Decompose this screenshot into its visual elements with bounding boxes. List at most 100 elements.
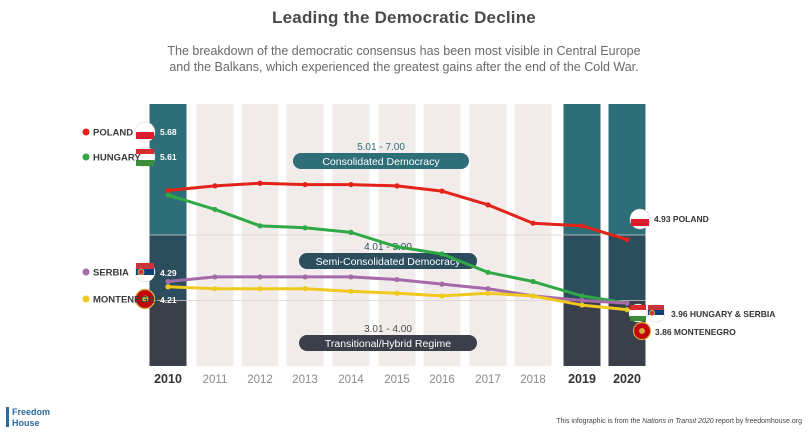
footer-prefix: This infographic is from the	[556, 418, 643, 425]
chart-title: Leading the Democratic Decline	[272, 8, 536, 27]
data-point-poland	[394, 183, 400, 189]
data-point-serbia	[624, 300, 630, 306]
serbia-flag-stripe	[136, 263, 154, 269]
data-point-poland	[165, 187, 171, 194]
data-point-serbia	[302, 274, 308, 280]
column-2019-band-1	[563, 104, 601, 235]
serbia-end-flag-stripe	[648, 310, 664, 315]
x-tick-label: 2012	[247, 374, 273, 386]
logo-bar	[6, 407, 9, 427]
data-point-poland	[212, 183, 218, 189]
poland-flag-stripe	[136, 132, 154, 139]
data-point-serbia	[348, 274, 354, 280]
band-range-label: 4.01 - 5.00	[364, 242, 412, 253]
data-point-serbia	[257, 274, 263, 280]
x-tick-label: 2016	[429, 374, 455, 386]
end-value-label-montenegro: 3.86 MONTENEGRO	[655, 327, 736, 337]
x-tick-label: 2017	[475, 374, 501, 386]
data-point-serbia	[485, 286, 491, 292]
x-tick-label: 2015	[384, 374, 410, 386]
serbia-flag-stripe	[136, 269, 154, 275]
data-point-montenegro	[212, 286, 218, 292]
band-range-label: 3.01 - 4.00	[364, 324, 412, 335]
x-tick-label: 2019	[568, 372, 596, 386]
legend-swatch-serbia	[82, 268, 90, 276]
data-point-hungary	[439, 251, 445, 257]
data-point-serbia	[579, 297, 585, 304]
data-point-montenegro	[530, 293, 536, 299]
data-point-montenegro	[624, 307, 630, 313]
data-point-poland	[257, 180, 263, 186]
freedom-house-logo: Freedom House	[6, 404, 50, 435]
band-range-label: 5.01 - 7.00	[357, 142, 405, 153]
data-point-montenegro	[579, 302, 585, 308]
data-point-montenegro	[439, 293, 445, 299]
x-tick-label: 2010	[154, 372, 182, 386]
logo-text-line-2: House	[12, 418, 40, 428]
data-point-hungary	[165, 192, 171, 198]
data-point-montenegro	[165, 284, 171, 290]
start-value-poland: 5.68	[160, 127, 177, 137]
column-2019-band-2	[563, 235, 601, 301]
footer-report-name: Nations in Transit 2020	[642, 418, 714, 425]
data-point-poland	[348, 181, 354, 188]
column-2020-band-2	[608, 235, 646, 301]
data-point-poland	[439, 188, 445, 194]
start-value-montenegro: 4.21	[160, 295, 177, 305]
data-point-hungary	[530, 278, 536, 285]
band-label-pill	[299, 253, 477, 269]
column-2010-band-1	[149, 104, 187, 235]
data-point-hungary	[394, 244, 400, 250]
poland-end-flag-stripe	[631, 219, 649, 226]
serbia-end-flag-emblem	[649, 310, 655, 316]
column-2010-band-3	[149, 300, 187, 366]
footer-credit: This infographic is from the Nations in …	[556, 418, 802, 425]
data-point-hungary	[257, 223, 263, 229]
data-point-hungary	[302, 225, 308, 231]
column-2010-band-2	[149, 235, 187, 301]
legend-label-serbia: SERBIA	[93, 268, 129, 279]
legend-swatch-montenegro	[82, 295, 90, 303]
data-point-poland	[302, 181, 308, 188]
data-point-montenegro	[257, 286, 263, 292]
data-point-poland	[579, 223, 585, 229]
data-point-serbia	[212, 274, 218, 280]
band-name-label: Semi-Consolidated Democracy	[316, 256, 461, 268]
band-name-label: Transitional/Hybrid Regime	[325, 338, 451, 350]
data-point-montenegro	[485, 290, 491, 296]
data-point-serbia	[394, 276, 400, 283]
data-point-hungary	[348, 229, 354, 235]
band-label-pill	[293, 153, 469, 169]
x-tick-label: 2020	[613, 372, 641, 386]
end-value-label-poland: 4.93 POLAND	[654, 214, 709, 224]
legend-swatch-hungary	[82, 153, 90, 161]
data-point-montenegro	[302, 286, 308, 292]
data-point-serbia	[439, 281, 445, 287]
legend-label-hungary: HUNGARY	[93, 153, 141, 164]
column-2019-band-3	[563, 300, 601, 366]
logo-text-line-1: Freedom	[12, 407, 50, 417]
start-value-serbia: 4.29	[160, 268, 177, 278]
legend-label-poland: POLAND	[93, 128, 133, 139]
chart-subtitle-line-2: and the Balkans, which experienced the g…	[169, 60, 639, 74]
data-point-poland	[624, 236, 630, 243]
band-label-pill	[299, 335, 477, 351]
data-point-montenegro	[394, 290, 400, 296]
hungary-flag-stripe	[136, 149, 154, 154]
serbia-end-flag-stripe	[648, 305, 664, 310]
legend-swatch-poland	[82, 128, 90, 136]
hungary-end-flag-stripe	[630, 305, 646, 310]
data-point-serbia	[165, 278, 171, 285]
band-name-label: Consolidated Democracy	[322, 156, 440, 168]
data-point-poland	[530, 220, 536, 226]
hungary-flag-stripe	[136, 160, 154, 166]
x-tick-label: 2013	[292, 374, 318, 386]
start-value-hungary: 5.61	[160, 152, 177, 162]
x-tick-label: 2014	[338, 374, 364, 386]
legend-label-montenegro: MONTENEGRO	[93, 295, 162, 306]
data-point-hungary	[485, 269, 491, 275]
footer-suffix: report by freedomhouse.org	[713, 418, 802, 425]
x-tick-label: 2011	[203, 374, 228, 386]
